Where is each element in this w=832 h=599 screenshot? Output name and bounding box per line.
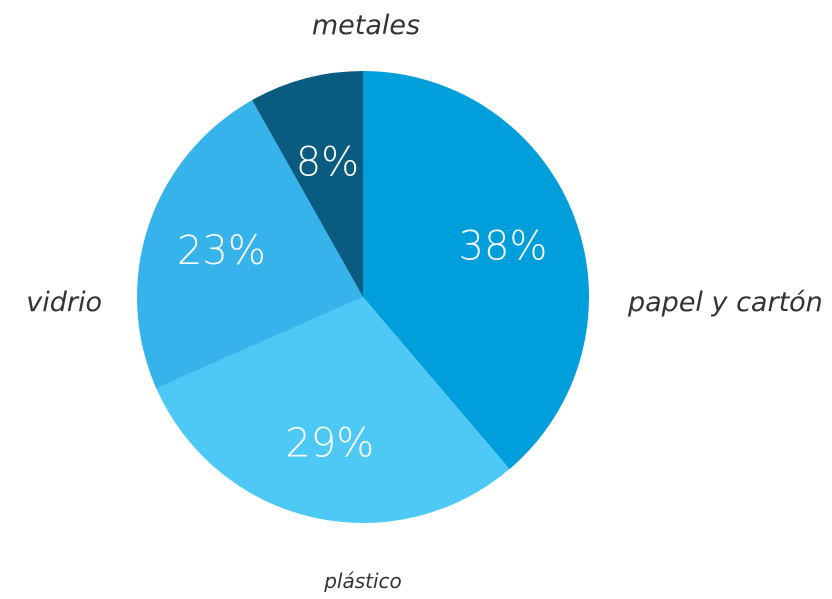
category-label-papel-y-carton: papel y cartón [627, 287, 823, 318]
category-label-vidrio: vidrio [26, 287, 102, 318]
category-label-plastico: plástico [323, 569, 402, 593]
category-labels: metales papel y cartón vidrio plástico [26, 10, 823, 593]
slice-value-label-plastico: 29% [285, 420, 374, 466]
pie-slice-papel-y-carton [363, 71, 589, 470]
slice-value-label-metales: 8% [296, 139, 359, 185]
slice-value-label-papel-y-carton: 38% [459, 223, 548, 269]
slice-value-labels: 38% 29% 23% 8% [177, 139, 547, 466]
slice-value-label-vidrio: 23% [177, 228, 266, 274]
category-label-metales: metales [312, 10, 420, 41]
pie-slice-plastico [156, 297, 510, 523]
pie-slice-metales [252, 71, 363, 297]
pie-slices [137, 71, 589, 523]
pie-slice-vidrio [137, 100, 363, 389]
